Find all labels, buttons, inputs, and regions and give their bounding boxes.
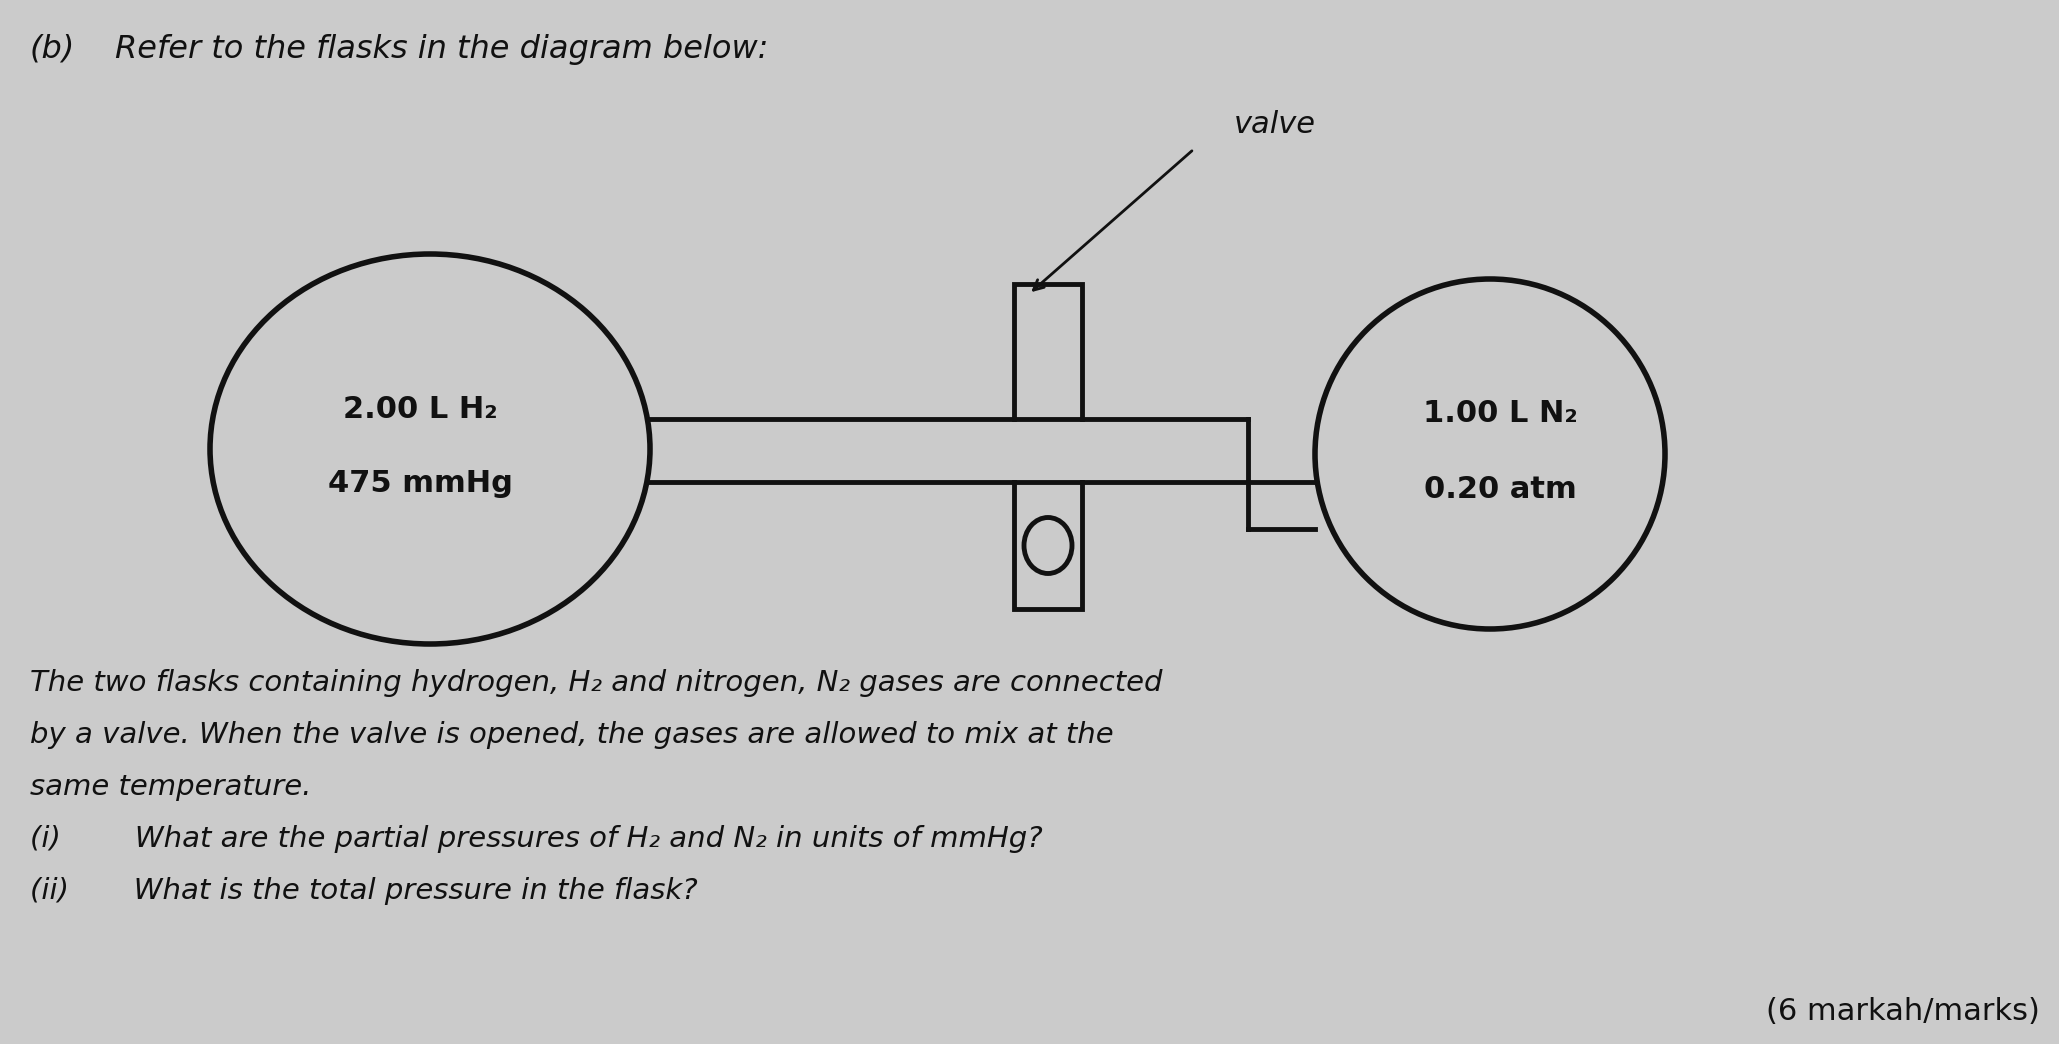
Text: valve: valve [1233, 110, 1316, 139]
Text: 475 mmHg: 475 mmHg [327, 470, 513, 498]
Text: (i)        What are the partial pressures of H₂ and N₂ in units of mmHg?: (i) What are the partial pressures of H₂… [31, 825, 1042, 853]
Text: same temperature.: same temperature. [31, 773, 311, 801]
Text: The two flasks containing hydrogen, H₂ and nitrogen, N₂ gases are connected: The two flasks containing hydrogen, H₂ a… [31, 669, 1163, 697]
Text: by a valve. When the valve is opened, the gases are allowed to mix at the: by a valve. When the valve is opened, th… [31, 721, 1114, 749]
Text: (6 markah/marks): (6 markah/marks) [1767, 997, 2040, 1026]
Text: (ii)       What is the total pressure in the flask?: (ii) What is the total pressure in the f… [31, 877, 698, 905]
Text: 2.00 L H₂: 2.00 L H₂ [342, 395, 498, 424]
Bar [1013, 482, 1081, 609]
Text: (b): (b) [31, 34, 76, 65]
Text: 1.00 L N₂: 1.00 L N₂ [1423, 400, 1577, 428]
Text: 0.20 atm: 0.20 atm [1423, 475, 1577, 503]
Bar [1013, 284, 1081, 419]
Text: Refer to the flasks in the diagram below:: Refer to the flasks in the diagram below… [115, 34, 768, 65]
